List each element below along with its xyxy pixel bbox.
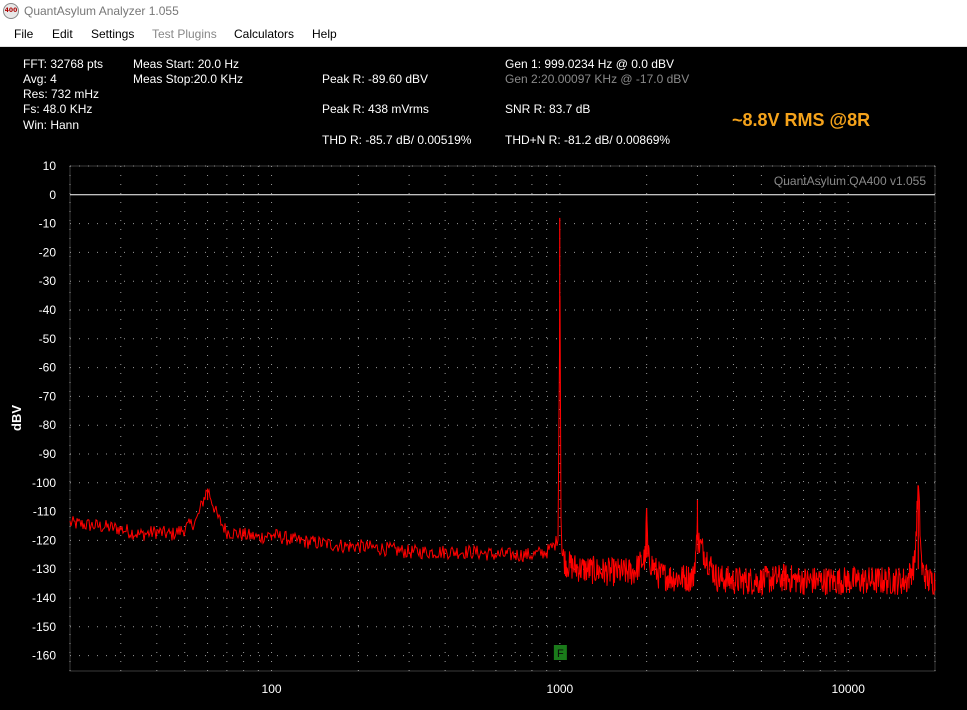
traces xyxy=(69,217,936,597)
y-tick-label-15: -140 xyxy=(32,591,56,605)
y-tick-label-13: -120 xyxy=(32,533,56,547)
y-tick-label-9: -80 xyxy=(39,418,57,432)
marker-label: F xyxy=(557,648,564,660)
y-tick-label-4: -30 xyxy=(39,274,57,288)
y-tick-label-0: 10 xyxy=(43,159,57,173)
title-bar: 400 QuantAsylum Analyzer 1.055 xyxy=(0,0,967,23)
menu-help[interactable]: Help xyxy=(312,27,337,41)
y-axis-label: dBV xyxy=(9,405,24,431)
meas-stop: Meas Stop:20.0 KHz xyxy=(133,72,244,86)
marker-box[interactable] xyxy=(553,645,567,660)
y-tick-label-7: -60 xyxy=(39,361,57,375)
snr-r: SNR R: 83.7 dB xyxy=(505,102,591,116)
gen2-readout: Gen 2:20.00097 KHz @ -17.0 dBV xyxy=(505,72,690,86)
menu-edit[interactable]: Edit xyxy=(52,27,73,41)
peak-r-dbv: Peak R: -89.60 dBV xyxy=(322,72,429,86)
y-tick-label-12: -110 xyxy=(33,505,56,519)
chart-watermark: QuantAsylum QA400 v1.055 xyxy=(774,174,926,188)
menu-bar: File Edit Settings Test Plugins Calculat… xyxy=(0,23,967,47)
gen1-readout: Gen 1: 999.0234 Hz @ 0.0 dBV xyxy=(505,57,674,71)
x-tick-labels: 100 1000 10000 xyxy=(262,682,866,696)
peak-r-vrms: Peak R: 438 mVrms xyxy=(322,102,429,116)
y-tick-label-1: 0 xyxy=(49,188,56,202)
fft-size: FFT: 32768 pts xyxy=(23,57,104,71)
meas-start: Meas Start: 20.0 Hz xyxy=(133,57,240,71)
plot-area-frame xyxy=(69,165,936,672)
fundamental-marker[interactable]: F xyxy=(553,645,567,660)
y-tick-label-2: -10 xyxy=(39,217,57,231)
thd-r: THD R: -85.7 dB/ 0.00519% xyxy=(322,133,472,147)
window-title: QuantAsylum Analyzer 1.055 xyxy=(24,4,179,18)
y-tick-label-16: -150 xyxy=(32,620,56,634)
thdn-r: THD+N R: -81.2 dB/ 0.00869% xyxy=(505,133,671,147)
annotation-text: ~8.8V RMS @8R xyxy=(732,110,871,130)
y-tick-labels: 10 0 -10 -20 -30 -40 -50 -60 -70 -80 -90 -100 -110 -1… xyxy=(32,159,56,663)
y-tick-label-3: -20 xyxy=(39,245,57,259)
x-tick-label-0: 100 xyxy=(262,682,282,696)
y-tick-label-17: -160 xyxy=(32,649,56,663)
app-logo-icon: 400 xyxy=(3,3,19,19)
menu-settings[interactable]: Settings xyxy=(91,27,135,41)
x-tick-label-1: 1000 xyxy=(547,682,574,696)
menu-test-plugins[interactable]: Test Plugins xyxy=(152,27,217,41)
y-tick-label-10: -90 xyxy=(39,447,57,461)
y-tick-label-14: -130 xyxy=(32,562,56,576)
grid xyxy=(69,165,936,671)
analyzer-panel: FFT: 32768 pts Avg: 4 Res: 732 mHz Fs: 4… xyxy=(0,47,967,710)
averages: Avg: 4 xyxy=(23,72,57,86)
y-tick-label-6: -50 xyxy=(39,332,57,346)
window-function: Win: Hann xyxy=(23,118,80,132)
y-tick-label-8: -70 xyxy=(39,389,57,403)
menu-calculators[interactable]: Calculators xyxy=(234,27,295,41)
y-tick-label-5: -40 xyxy=(39,303,57,317)
spectrum-trace-0 xyxy=(69,295,936,597)
sample-rate: Fs: 48.0 KHz xyxy=(23,102,93,116)
menu-file[interactable]: File xyxy=(14,27,34,41)
y-tick-label-11: -100 xyxy=(32,476,56,490)
resolution: Res: 732 mHz xyxy=(23,87,100,101)
x-tick-label-2: 10000 xyxy=(832,682,866,696)
